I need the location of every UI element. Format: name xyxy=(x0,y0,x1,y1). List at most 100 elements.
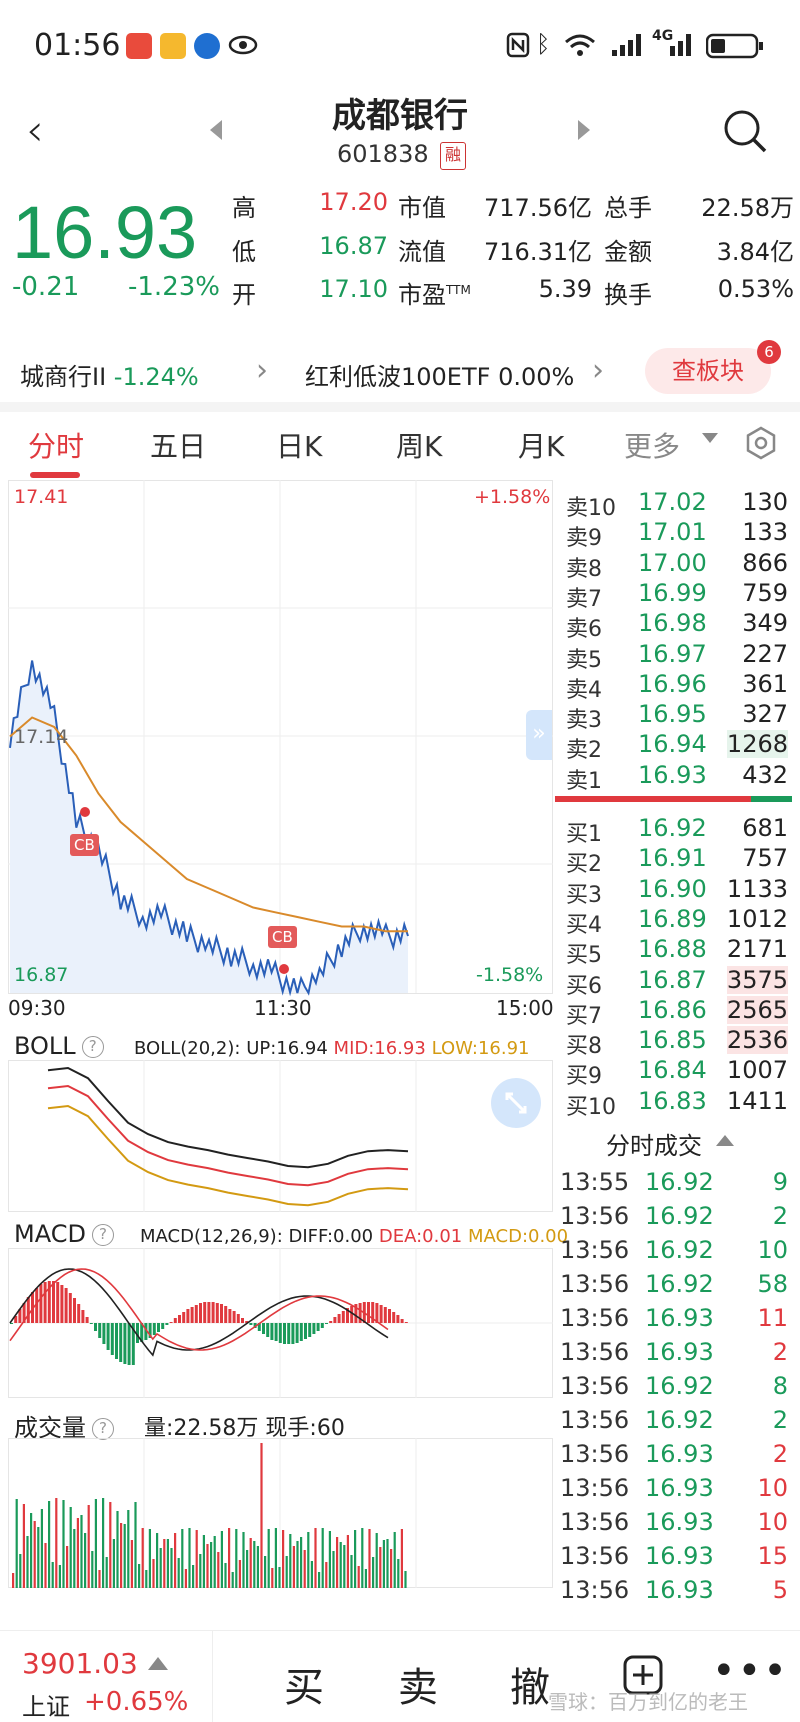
ask-price[interactable]: 17.02 xyxy=(638,488,707,516)
help-icon[interactable]: ? xyxy=(91,1224,114,1246)
watermark: 雪球：百万到亿的老王 xyxy=(548,1690,748,1714)
tick-time: 13:56 xyxy=(560,1338,630,1366)
more-menu-icon[interactable]: ••• xyxy=(712,1648,789,1694)
volume-bar xyxy=(102,1498,105,1588)
ask-price[interactable]: 16.94 xyxy=(638,730,707,759)
tab-monthly-k[interactable]: 月K xyxy=(518,430,565,463)
bid-price[interactable]: 16.87 xyxy=(638,965,707,994)
volume-chart[interactable] xyxy=(8,1438,553,1588)
ask-label: 卖3 xyxy=(566,708,602,734)
intraday-chart[interactable] xyxy=(8,480,553,1040)
fullscreen-icon[interactable] xyxy=(490,1077,542,1129)
bid-price[interactable]: 16.86 xyxy=(638,995,707,1024)
ask-label: 卖10 xyxy=(566,496,616,521)
ask-price[interactable]: 16.98 xyxy=(638,609,707,638)
macd-bar xyxy=(287,1323,291,1344)
ask-price[interactable]: 16.99 xyxy=(638,578,707,607)
index-pct: +0.65% xyxy=(84,1687,189,1717)
help-icon[interactable]: ? xyxy=(92,1418,114,1440)
ask-price[interactable]: 16.96 xyxy=(638,669,707,698)
board-badge: 6 xyxy=(757,340,781,364)
search-icon[interactable] xyxy=(722,108,768,154)
macd-chart[interactable] xyxy=(8,1248,553,1398)
tick-volume: 2 xyxy=(772,1440,788,1468)
ask-volume: 327 xyxy=(742,700,788,729)
bid-price[interactable]: 16.89 xyxy=(638,904,707,933)
quote-label: 高 xyxy=(232,194,256,222)
bid-price[interactable]: 16.92 xyxy=(638,814,707,842)
index-name: 上证 xyxy=(22,1693,70,1721)
ask-price[interactable]: 16.95 xyxy=(638,700,707,729)
next-stock-icon[interactable] xyxy=(578,120,590,140)
macd-bar xyxy=(123,1323,127,1364)
volume-bar xyxy=(188,1528,191,1588)
expand-orderbook-handle[interactable]: » xyxy=(526,710,552,760)
tick-time: 13:56 xyxy=(560,1508,630,1536)
macd-bar xyxy=(220,1304,223,1323)
bid-volume: 2536 xyxy=(726,1026,788,1055)
ask-price[interactable]: 17.00 xyxy=(638,548,707,577)
bid-volume: 2171 xyxy=(726,935,788,964)
bid-volume: 1007 xyxy=(726,1056,788,1085)
sector-item-2[interactable]: 红利低波100ETF 0.00% xyxy=(305,357,574,392)
bid-price[interactable]: 16.88 xyxy=(638,935,707,964)
cb-marker[interactable]: CB xyxy=(70,834,99,856)
bid-price[interactable]: 16.84 xyxy=(638,1056,707,1085)
tab-five-day[interactable]: 五日 xyxy=(150,430,207,463)
prev-stock-icon[interactable] xyxy=(210,120,222,140)
quote-label: 市盈TTM xyxy=(398,275,471,310)
volume-bar xyxy=(138,1564,141,1588)
cancel-order-button[interactable]: 撤 xyxy=(510,1665,550,1711)
ask-price[interactable]: 17.01 xyxy=(638,518,707,547)
macd-bar xyxy=(257,1323,261,1331)
volume-bar xyxy=(307,1532,310,1588)
view-board-button[interactable]: 查板块 xyxy=(645,348,771,394)
macd-bar xyxy=(367,1302,370,1323)
volume-bar xyxy=(364,1569,367,1588)
price-line xyxy=(9,660,409,997)
quote-label: 市值 xyxy=(398,188,446,223)
volume-bar xyxy=(177,1558,180,1588)
bid-label: 买10 xyxy=(566,1094,616,1120)
add-watchlist-icon[interactable] xyxy=(622,1654,664,1696)
sector-item-1[interactable]: 城商行II -1.24% xyxy=(20,357,199,392)
tab-daily-k[interactable]: 日K xyxy=(276,430,323,463)
boll-chart[interactable] xyxy=(8,1060,553,1212)
tab-weekly-k[interactable]: 周K xyxy=(396,430,443,463)
index-value[interactable]: 3901.03 xyxy=(22,1647,138,1680)
chevron-right-icon: › xyxy=(256,353,268,388)
help-icon[interactable]: ? xyxy=(81,1036,104,1058)
bid-price[interactable]: 16.85 xyxy=(638,1026,707,1055)
volume-bar xyxy=(123,1524,126,1588)
bid-price[interactable]: 16.91 xyxy=(638,844,707,873)
volume-bar xyxy=(336,1537,339,1588)
tick-price: 16.92 xyxy=(645,1270,714,1298)
volume-bar xyxy=(318,1572,321,1588)
quote-value: 17.20 xyxy=(319,188,388,216)
signal-4g-icon xyxy=(670,34,691,56)
tick-volume: 10 xyxy=(757,1508,788,1536)
bid-price[interactable]: 16.83 xyxy=(638,1086,707,1115)
ticks-title[interactable]: 分时成交 xyxy=(606,1132,702,1160)
buy-button[interactable]: 买 xyxy=(284,1665,324,1711)
divider xyxy=(212,1631,213,1722)
tab-more[interactable]: 更多 xyxy=(624,430,681,463)
macd-title: MACD? xyxy=(14,1220,114,1248)
back-button[interactable]: ‹ xyxy=(26,105,44,156)
average-price-line xyxy=(9,716,408,933)
ask-price[interactable]: 16.93 xyxy=(638,760,707,789)
time-end: 15:00 xyxy=(496,996,554,1020)
cb-marker[interactable]: CB xyxy=(268,926,297,948)
macd-bar xyxy=(375,1303,379,1323)
last-price: 16.93 xyxy=(12,191,198,274)
bid-price[interactable]: 16.90 xyxy=(638,874,707,903)
ask-price[interactable]: 16.97 xyxy=(638,639,707,668)
ask-label: 卖1 xyxy=(566,768,602,794)
macd-bar xyxy=(68,1293,72,1323)
ask-volume: 227 xyxy=(742,639,788,668)
sell-button[interactable]: 卖 xyxy=(398,1665,438,1711)
volume-bar xyxy=(325,1562,328,1588)
tick-time: 13:55 xyxy=(560,1168,630,1196)
tab-intraday[interactable]: 分时 xyxy=(28,430,85,463)
settings-icon[interactable] xyxy=(744,426,778,460)
